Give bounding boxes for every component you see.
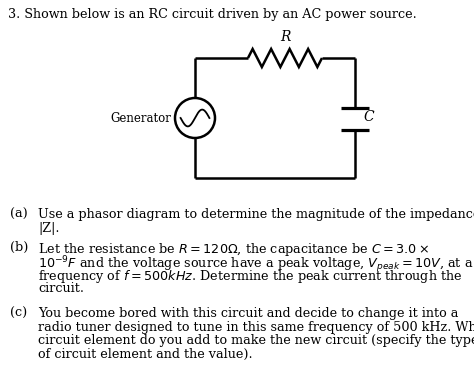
Text: circuit element do you add to make the new circuit (specify the type: circuit element do you add to make the n… <box>38 334 474 347</box>
Text: circuit.: circuit. <box>38 282 84 294</box>
Text: 3. Shown below is an RC circuit driven by an AC power source.: 3. Shown below is an RC circuit driven b… <box>8 8 417 21</box>
Text: (a): (a) <box>10 208 28 221</box>
Text: Generator: Generator <box>110 112 171 124</box>
Text: of circuit element and the value).: of circuit element and the value). <box>38 347 253 361</box>
Text: R: R <box>280 30 290 44</box>
Text: |Z|.: |Z|. <box>38 221 60 235</box>
Text: frequency of $f = 500kHz$. Determine the peak current through the: frequency of $f = 500kHz$. Determine the… <box>38 268 463 285</box>
Text: You become bored with this circuit and decide to change it into a: You become bored with this circuit and d… <box>38 307 458 320</box>
Text: (b): (b) <box>10 241 28 254</box>
Text: (c): (c) <box>10 307 27 320</box>
Text: C: C <box>363 110 374 124</box>
Text: radio tuner designed to tune in this same frequency of 500 kHz. What: radio tuner designed to tune in this sam… <box>38 321 474 333</box>
Text: Use a phasor diagram to determine the magnitude of the impedance,: Use a phasor diagram to determine the ma… <box>38 208 474 221</box>
Text: Let the resistance be $R = 120\Omega$, the capacitance be $C = 3.0 \times$: Let the resistance be $R = 120\Omega$, t… <box>38 241 429 258</box>
Text: $10^{-9}F$ and the voltage source have a peak voltage, $V_{peak} = 10V$, at a: $10^{-9}F$ and the voltage source have a… <box>38 254 474 275</box>
